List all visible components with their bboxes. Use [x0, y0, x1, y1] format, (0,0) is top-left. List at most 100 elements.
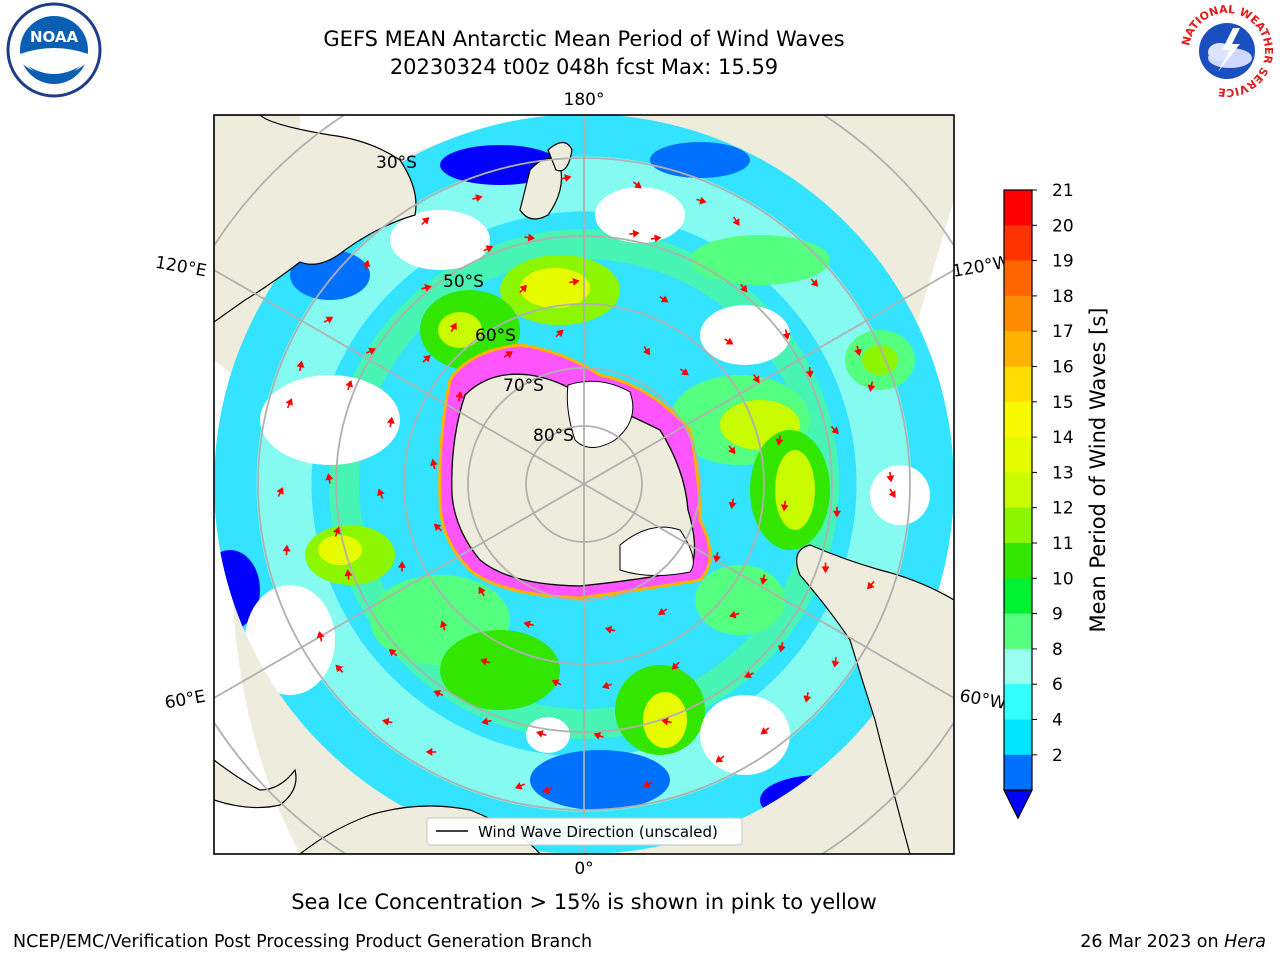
colorbar-segment [1004, 507, 1032, 544]
wind-arrow-head [803, 695, 812, 703]
wind-arrow-head [831, 426, 839, 435]
wind-arrow-head [542, 785, 550, 794]
colorbar-segment [1004, 472, 1032, 509]
wind-arrow-head [728, 446, 736, 455]
wind-arrow-head [551, 679, 560, 687]
wind-arrow-head [382, 717, 390, 726]
svg-text:NOAA: NOAA [30, 28, 79, 46]
wind-arrow-head [344, 569, 353, 577]
lat-label-60s: 60°S [475, 326, 516, 346]
wind-arrow-head [449, 322, 457, 331]
wind-arrow-head [752, 375, 760, 384]
colorbar-tick-label: 18 [1052, 287, 1074, 307]
colorbar-tick-label: 14 [1052, 428, 1074, 448]
madagascar-land [214, 759, 297, 809]
wind-arrow-head [634, 181, 642, 189]
wind-arrow-head [729, 610, 737, 619]
lon-label-180: 180° [564, 90, 605, 110]
colorbar-segment [1004, 366, 1032, 403]
colorbar-segment [1004, 684, 1032, 720]
wind-arrow-head [433, 523, 442, 532]
wind-arrow-head [831, 660, 840, 668]
wind-arrow-head [886, 475, 895, 483]
wind-arrow-head [604, 625, 613, 634]
credit-right: 26 Mar 2023 on Hera [1080, 932, 1266, 952]
colorbar-tick-label: 15 [1052, 393, 1074, 413]
wind-arrow-head [276, 487, 284, 495]
colorbar-tick-label: 8 [1052, 640, 1063, 660]
lon-label-120e: 120°E [154, 253, 208, 282]
wind-wave-arrows [276, 174, 896, 794]
wind-arrow-head [316, 631, 325, 639]
wind-arrow-head [661, 717, 669, 726]
wind-arrow-head [296, 360, 305, 368]
wind-arrow-head [572, 277, 580, 286]
wind-arrow-head [660, 295, 669, 303]
wind-arrow-head [642, 347, 650, 356]
colorbar-tick-label: 6 [1052, 675, 1063, 695]
colorbar-tick-label: 21 [1052, 181, 1074, 201]
colorbar-label: Mean Period of Wind Waves [s] [1086, 308, 1110, 633]
wind-arrow-head [478, 586, 486, 595]
wind-arrow-head [345, 380, 353, 388]
wind-arrow-head [425, 747, 433, 756]
colorbar: 21 20 19 18 17 16 15 14 13 12 11 10 9 8 6 4 2 [1003, 181, 1074, 820]
wind-arrow-head [593, 732, 602, 740]
credit-machine: Hera [1224, 932, 1266, 952]
map-frame [213, 114, 955, 855]
wind-arrow-head [485, 245, 494, 253]
wind-arrow-head [715, 755, 724, 763]
colorbar-extend-triangle [1003, 789, 1033, 820]
colorbar-tick-label: 20 [1052, 216, 1074, 236]
wind-arrow-head [681, 368, 689, 376]
colorbar-tick-label: 19 [1052, 252, 1074, 272]
colorbar-segment [1004, 260, 1032, 297]
wind-arrow-head [832, 510, 841, 518]
wind-arrow-head [728, 501, 737, 510]
colorbar-tick-label: 4 [1052, 711, 1063, 731]
wind-arrow-head [642, 780, 651, 788]
colorbar-segment [1004, 578, 1032, 615]
lat-label-80s: 80°S [533, 426, 574, 446]
colorbar-tick-label: 12 [1052, 499, 1074, 519]
colorbar-tick-label: 10 [1052, 569, 1074, 589]
wind-arrow-head [335, 664, 343, 673]
wind-arrow-head [888, 490, 896, 498]
wind-arrow-head [523, 620, 531, 629]
wind-arrow-head [760, 727, 769, 735]
nws-logo-icon: NATIONAL WEATHER SERVICE [1178, 2, 1276, 100]
wind-arrow-head [480, 657, 488, 666]
wind-arrow-head [424, 283, 432, 292]
wind-arrow-head [778, 645, 786, 653]
colorbar-segment [1004, 331, 1032, 367]
wind-arrow-head [821, 566, 830, 574]
wind-arrow-head [725, 337, 734, 345]
legend: Wind Wave Direction (unscaled) [426, 817, 743, 846]
colorbar-segment [1004, 190, 1032, 226]
wind-arrow-head [601, 681, 610, 690]
credit-date: 26 Mar 2023 on [1080, 932, 1225, 952]
lat-label-70s: 70°S [503, 376, 544, 396]
wind-arrow-head [325, 473, 334, 481]
colorbar-segment [1004, 437, 1032, 473]
wind-arrow-head [368, 347, 376, 356]
wind-arrow-head [713, 555, 721, 563]
lat-label-30s: 30°S [376, 153, 417, 173]
wind-arrow-head [475, 194, 483, 202]
wind-arrow-head [527, 233, 535, 242]
colorbar-segment [1004, 225, 1032, 262]
lon-label-60w: 60°W [958, 686, 1008, 714]
wind-arrow-head [632, 229, 640, 238]
colorbar-segment [1004, 648, 1032, 685]
colorbar-tick-label: 11 [1052, 534, 1074, 554]
wind-arrow-head [564, 174, 572, 182]
wind-arrow-head [810, 279, 819, 287]
new-zealand-land [519, 158, 563, 220]
sea-ice-note: Sea Ice Concentration > 15% is shown in … [291, 890, 877, 914]
colorbar-segment [1004, 543, 1032, 579]
wind-arrow-head [423, 354, 431, 363]
wind-arrow-head [325, 316, 334, 324]
wind-arrow-head [481, 717, 489, 726]
colorbar-segment [1004, 754, 1032, 791]
